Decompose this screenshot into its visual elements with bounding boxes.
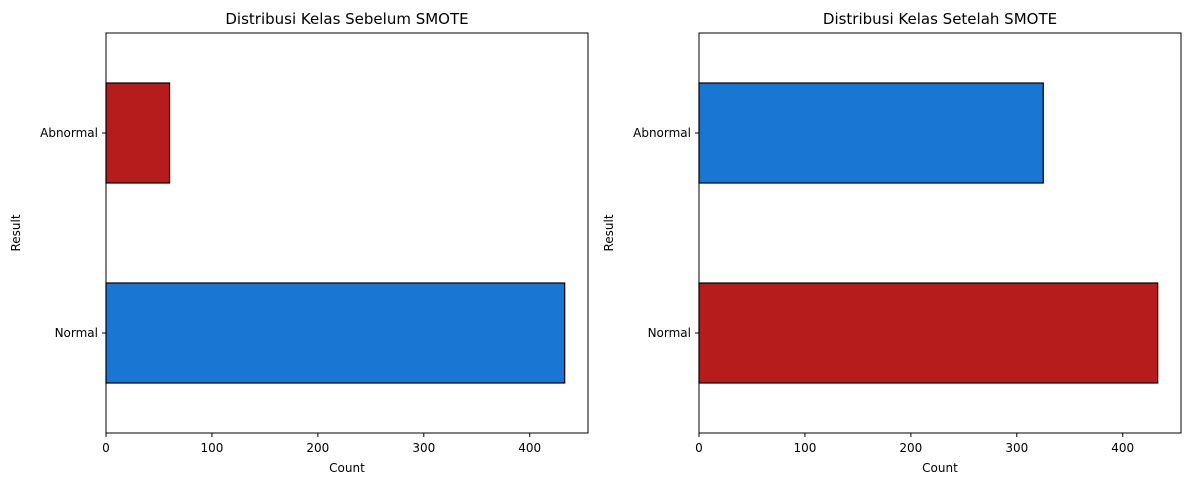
y-axis-label: Result	[602, 214, 616, 251]
chart-before-smote: Abnormal Normal 0 100 200 300 400 Distribusi Ke…	[9, 10, 589, 475]
chart-title: Distribusi Kelas Sebelum SMOTE	[225, 10, 468, 28]
bar-abnormal	[105, 82, 171, 184]
x-axis-label: Count	[329, 461, 365, 475]
x-tick-label: 400	[1111, 441, 1134, 455]
x-axis-label: Count	[922, 461, 958, 475]
x-tick-label: 300	[412, 441, 435, 455]
x-tick-label: 100	[200, 441, 223, 455]
y-tick-label: Abnormal	[40, 126, 98, 140]
plot-frame	[105, 32, 589, 434]
bar-abnormal	[698, 82, 1044, 184]
y-tick-label: Normal	[55, 326, 98, 340]
x-tick-label: 100	[793, 441, 816, 455]
y-tick-label: Normal	[648, 326, 691, 340]
plot-frame	[698, 32, 1182, 434]
x-tick-label: 200	[306, 441, 329, 455]
bar-normal	[698, 282, 1159, 384]
x-tick-label: 0	[102, 441, 110, 455]
x-tick-label: 400	[518, 441, 541, 455]
x-tick-label: 0	[695, 441, 703, 455]
chart-after-smote: Abnormal Normal 0 100 200 300 400 Distribusi Ke…	[602, 10, 1182, 475]
x-tick-label: 200	[899, 441, 922, 455]
bar-normal	[105, 282, 566, 384]
x-tick-label: 300	[1005, 441, 1028, 455]
y-axis-label: Result	[9, 214, 23, 251]
y-tick-label: Abnormal	[633, 126, 691, 140]
chart-title: Distribusi Kelas Setelah SMOTE	[823, 10, 1057, 28]
